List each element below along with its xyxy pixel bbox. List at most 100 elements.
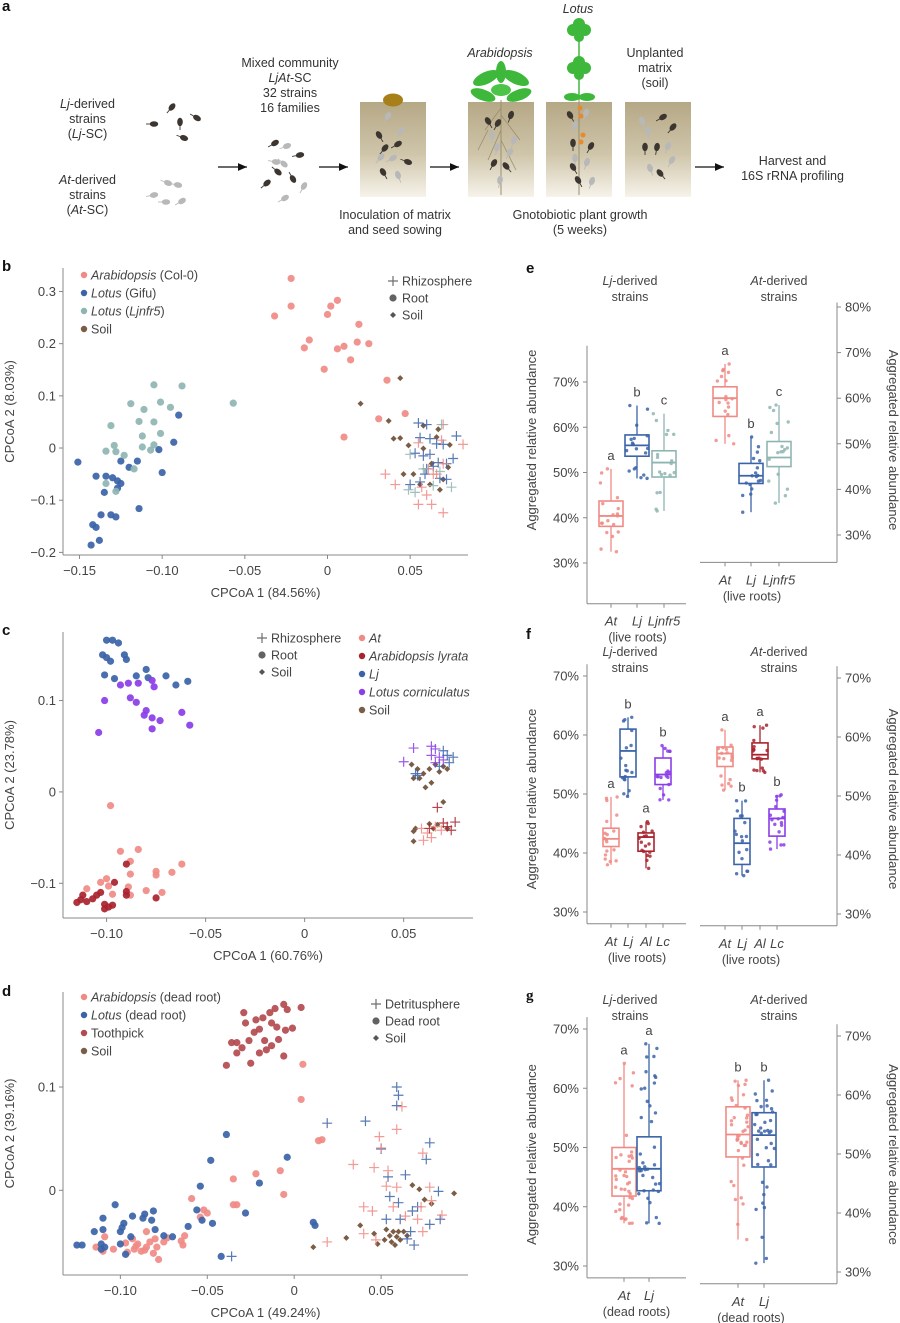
box-ljnfr5 [766, 403, 792, 505]
data-point [745, 1120, 749, 1124]
bacterium-icon [166, 103, 176, 114]
y-tick-label: 0.3 [38, 284, 56, 299]
data-point-rhizosphere [400, 1211, 411, 1222]
data-point [772, 1146, 777, 1151]
bacterium-body [566, 111, 574, 119]
data-point-root [102, 636, 111, 644]
facet-title: Lj-derived [603, 993, 658, 1007]
lj-paren: ( [67, 127, 72, 141]
facet-title-italic: Lj [603, 993, 614, 1007]
legend-color-label: Soil [91, 1045, 112, 1059]
data-point-rhizosphere [381, 1181, 392, 1192]
data-point-root [139, 1214, 147, 1222]
bacterium-flagellum [383, 119, 387, 124]
data-point [605, 530, 609, 535]
data-point-root [95, 728, 103, 737]
legend-color-swatch [358, 652, 366, 660]
y-tick-label: 50% [845, 789, 871, 804]
data-point-root [146, 1238, 154, 1246]
data-point [752, 768, 756, 772]
data-point-root [170, 438, 178, 446]
data-point-rhizosphere [405, 449, 416, 460]
data-point [775, 421, 779, 426]
facet-title-italic: At [750, 274, 763, 288]
data-point [756, 1162, 760, 1167]
growth-line2: (5 weeks) [552, 223, 608, 237]
data-point [749, 492, 753, 496]
legend-text-part: (Col-0) [156, 269, 198, 283]
data-point [606, 519, 610, 523]
data-point [755, 1137, 760, 1142]
bacterium-body [178, 197, 186, 205]
legend-text-part: (dead root) [122, 1009, 187, 1023]
bacterium-body [502, 162, 510, 170]
bacterium-body [574, 176, 582, 184]
box-lj [624, 403, 650, 481]
data-point [664, 770, 669, 775]
data-point-root [148, 676, 156, 685]
bacterium-flagellum [166, 109, 170, 114]
data-point [760, 1180, 765, 1185]
panel-label-e: e [526, 260, 535, 277]
data-point-soil [259, 669, 265, 675]
significance-letter: a [607, 776, 615, 791]
data-point-root [135, 417, 143, 426]
data-point [720, 728, 724, 732]
data-point [744, 834, 749, 839]
data-point [605, 849, 609, 853]
data-point-rhizosphere [402, 1233, 413, 1244]
data-point-root [127, 400, 135, 408]
facet-title-line2: strains [612, 290, 649, 304]
significance-letter: a [721, 343, 729, 358]
data-point [604, 796, 609, 801]
data-point-root [179, 1241, 187, 1249]
bacterium-icon [160, 179, 173, 186]
significance-letter: b [734, 1059, 741, 1074]
data-point-soil [420, 445, 427, 452]
data-point [629, 743, 633, 748]
data-point-root [375, 415, 383, 423]
data-point-root [108, 901, 117, 909]
data-point [728, 777, 732, 782]
bacterium-body [280, 160, 288, 168]
data-point [727, 362, 731, 366]
data-point-root [90, 1228, 98, 1236]
data-point-root [121, 1250, 130, 1258]
bacterium-icon [383, 112, 392, 124]
data-point [720, 783, 724, 787]
data-point-root [116, 681, 125, 689]
legend-color-label: Toothpick [91, 1027, 145, 1041]
data-point [722, 756, 726, 761]
data-point [766, 1128, 770, 1133]
data-point [639, 1115, 643, 1120]
data-point-rhizosphere [374, 1131, 385, 1142]
data-point-root [150, 441, 158, 449]
data-point [755, 757, 760, 761]
data-point [655, 491, 659, 495]
x-tick-label: Lc [770, 936, 784, 951]
data-point-rhizosphere [369, 1162, 380, 1173]
y-tick-label: 60% [553, 420, 579, 435]
at-paren: ( [66, 203, 71, 217]
data-point [648, 1200, 652, 1205]
data-point [764, 1098, 769, 1102]
data-point [642, 473, 646, 477]
data-point-rhizosphere [424, 1219, 435, 1230]
data-point-rhizosphere [442, 750, 453, 761]
data-point [663, 471, 667, 476]
data-point-rhizosphere [436, 825, 447, 836]
data-point-rhizosphere [424, 823, 435, 834]
bacterium-body [583, 108, 589, 118]
data-point-rhizosphere [432, 802, 443, 813]
data-point-root [333, 345, 342, 353]
data-point-root [283, 1153, 291, 1161]
data-point [615, 495, 620, 500]
data-point [641, 1161, 645, 1165]
data-point-root [347, 356, 355, 364]
data-point-soil [451, 1190, 458, 1197]
data-point [761, 726, 765, 730]
bacterium-flagellum [396, 134, 400, 139]
bacterium-body [570, 138, 576, 148]
data-point [729, 743, 733, 747]
bacterium-body [149, 192, 159, 198]
